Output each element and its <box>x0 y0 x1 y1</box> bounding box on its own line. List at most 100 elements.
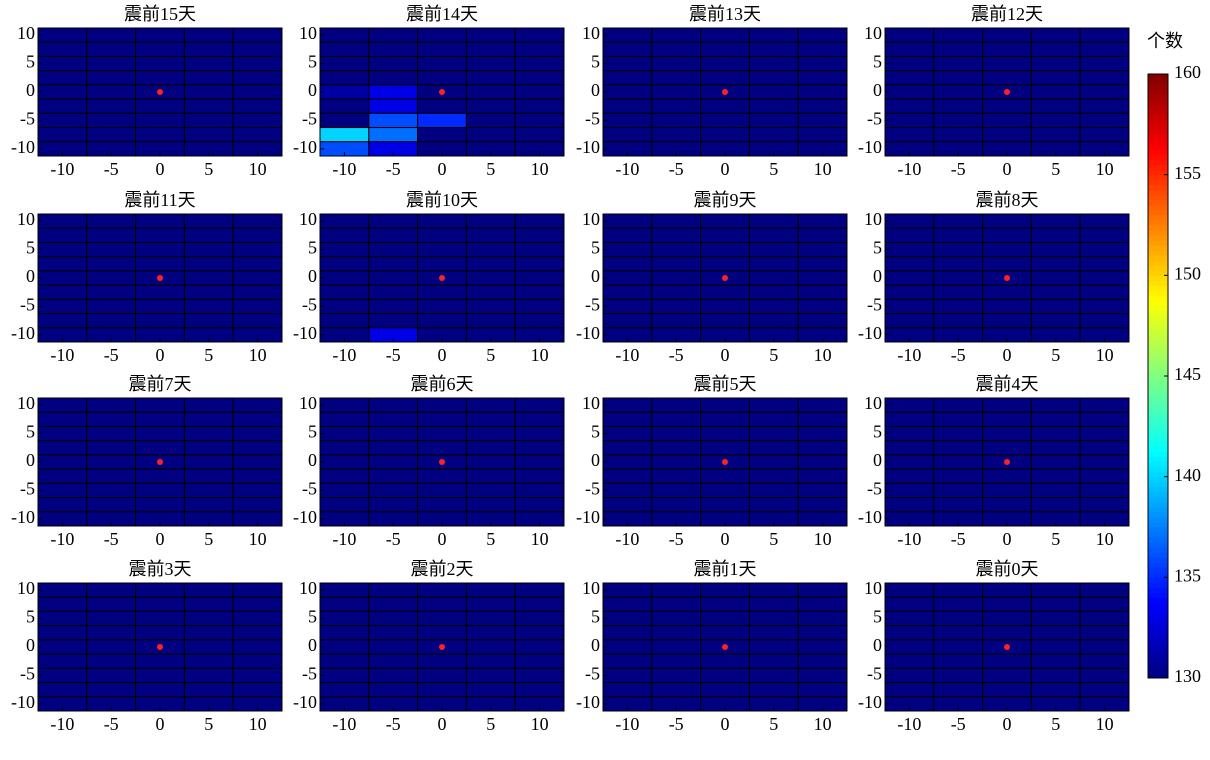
heat-cell <box>417 284 467 300</box>
heat-cell <box>319 482 370 499</box>
y-tick-label: -5 <box>867 295 882 315</box>
heat-cell <box>700 27 750 43</box>
heat-cell <box>319 213 370 229</box>
colorbar-swatch <box>1148 637 1168 644</box>
heat-cell <box>37 55 88 72</box>
heat-cell <box>797 497 848 513</box>
heat-cell <box>37 84 88 100</box>
heat-cell <box>651 27 702 43</box>
heat-cell <box>1030 468 1081 484</box>
y-tick-label: -10 <box>576 137 600 157</box>
heat-cell <box>232 596 283 612</box>
heat-cell <box>183 241 234 258</box>
heat-cell <box>933 27 984 43</box>
heat-cell <box>183 639 234 655</box>
y-tick-label: 5 <box>308 238 317 258</box>
y-tick-label: -10 <box>858 323 882 343</box>
colorbar-swatch <box>1148 516 1168 523</box>
colorbar-swatch <box>1148 159 1168 166</box>
heat-cell <box>135 497 185 513</box>
heat-cell <box>368 112 419 129</box>
colorbar-swatch <box>1148 189 1168 196</box>
y-tick-label: 5 <box>308 52 317 72</box>
heat-cell <box>86 653 137 669</box>
heat-cell <box>86 596 137 612</box>
heat-cell <box>933 497 984 513</box>
heat-cell <box>602 682 653 698</box>
heat-cell <box>884 241 935 258</box>
x-tick-label: -5 <box>104 529 119 549</box>
heat-cell <box>602 440 653 456</box>
heat-cell <box>933 468 984 484</box>
x-tick-label: 5 <box>204 529 213 549</box>
heat-cell <box>368 411 419 427</box>
heat-cell <box>700 127 750 143</box>
heat-cell <box>1030 27 1081 43</box>
heat-cell <box>982 256 1032 272</box>
heat-cell <box>319 625 370 641</box>
x-tick-label: 0 <box>721 529 730 549</box>
heat-cell <box>514 596 565 612</box>
panel: 震前0天 -10 -5 0 5 10 10 5 0 -5 -10 <box>858 559 1130 734</box>
heat-cell <box>37 468 88 484</box>
heat-cell <box>797 625 848 641</box>
heat-cell <box>37 127 88 143</box>
heat-cell <box>417 425 467 442</box>
heat-cell <box>183 667 234 684</box>
heat-cell <box>319 241 370 258</box>
heat-cell <box>183 127 234 143</box>
x-tick-label: -10 <box>897 529 921 549</box>
panel-title: 震前9天 <box>694 190 757 210</box>
heat-cell <box>602 41 653 57</box>
heat-cell <box>417 41 467 57</box>
heat-cell <box>465 425 516 442</box>
heat-cell <box>1030 582 1081 598</box>
heat-cell <box>1079 227 1130 243</box>
heat-cell <box>86 27 137 43</box>
heat-cell <box>368 667 419 684</box>
y-tick-label: 5 <box>26 607 35 627</box>
heat-cell <box>319 127 370 143</box>
y-tick-label: -5 <box>302 664 317 684</box>
colorbar-swatch <box>1148 114 1168 120</box>
heat-cell <box>651 298 702 315</box>
heat-cell <box>797 440 848 456</box>
x-tick-label: -5 <box>104 159 119 179</box>
heat-cell <box>417 582 467 598</box>
heat-cell <box>933 610 984 627</box>
heat-cell <box>183 482 234 499</box>
colorbar-swatch <box>1148 235 1168 241</box>
y-tick-label: 10 <box>864 578 882 598</box>
heat-cell <box>135 27 185 43</box>
heat-cell <box>797 112 848 129</box>
colorbar-swatch <box>1148 340 1168 347</box>
heat-cell <box>797 227 848 243</box>
heat-cell <box>700 482 750 499</box>
heat-cell <box>1079 440 1130 456</box>
heat-cell <box>514 55 565 72</box>
panel: 震前6天 -10 -5 0 5 10 10 5 0 -5 -10 <box>293 374 565 549</box>
x-tick-label: 5 <box>486 345 495 365</box>
x-tick-label: -10 <box>897 345 921 365</box>
heat-cell <box>1030 682 1081 698</box>
heat-cell <box>797 55 848 72</box>
heat-cell <box>933 454 984 470</box>
heat-cell <box>797 313 848 329</box>
colorbar-swatch <box>1148 174 1168 181</box>
heat-cell <box>232 213 283 229</box>
heat-cell <box>232 653 283 669</box>
heat-cell <box>417 313 467 329</box>
colorbar-swatch <box>1148 441 1168 447</box>
heat-cell <box>86 582 137 598</box>
heat-cell <box>748 667 799 684</box>
heat-cell <box>465 270 516 286</box>
y-tick-label: 10 <box>299 209 317 229</box>
heat-cell <box>232 454 283 470</box>
heat-cell <box>797 425 848 442</box>
colorbar-swatch <box>1148 592 1168 598</box>
heat-cell <box>86 112 137 129</box>
heat-cell <box>1030 84 1081 100</box>
heat-cell <box>319 70 370 86</box>
epicenter-marker <box>722 459 728 465</box>
heat-cell <box>700 667 750 684</box>
